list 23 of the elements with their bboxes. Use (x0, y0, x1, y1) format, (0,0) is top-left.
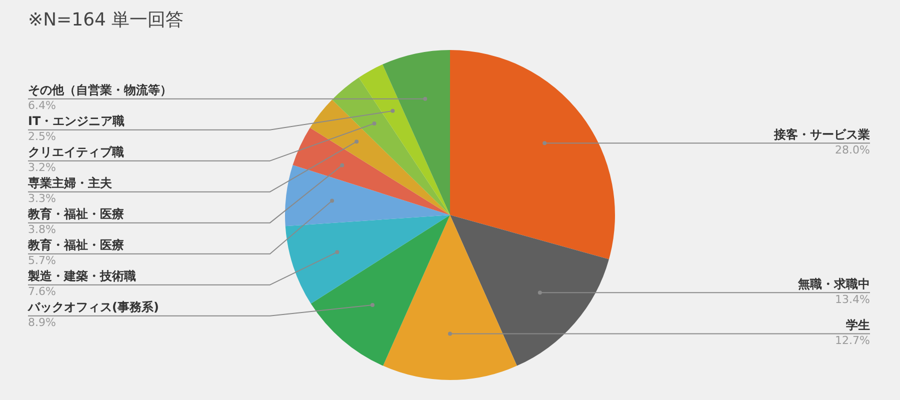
data-label: 7.6% (28, 285, 56, 298)
data-label: 12.7% (835, 334, 870, 348)
data-label: 13.4% (835, 292, 870, 306)
slice-label: IT・エンジニア職 (28, 114, 125, 128)
data-label: 6.4% (28, 99, 56, 112)
data-label: 2.5% (28, 130, 56, 144)
slice-label: 無職・求職中 (797, 276, 870, 291)
data-label: 3.8% (28, 223, 56, 236)
slice-label: 専業主婦・主夫 (27, 176, 113, 190)
data-label: 8.9% (28, 316, 56, 330)
slice-label: 接客・サービス業 (773, 127, 870, 142)
slice-label: 教育・福祉・医療 (27, 238, 124, 252)
slice-label: クリエイティブ職 (28, 144, 124, 159)
data-label: 28.0% (835, 143, 870, 156)
data-label: 3.2% (28, 161, 56, 174)
data-label: 5.7% (28, 254, 56, 268)
slice-label: バックオフィス(事務系) (27, 300, 159, 314)
chart-title: ※N=164 単一回答 (28, 10, 184, 31)
data-label: 3.3% (28, 192, 56, 206)
slice-label: 製造・建築・技術職 (27, 268, 136, 283)
slice-label: 教育・福祉・医療 (27, 206, 124, 221)
slice-label: 学生 (846, 318, 870, 332)
slice-label: その他（自営業・物流等） (28, 82, 172, 97)
